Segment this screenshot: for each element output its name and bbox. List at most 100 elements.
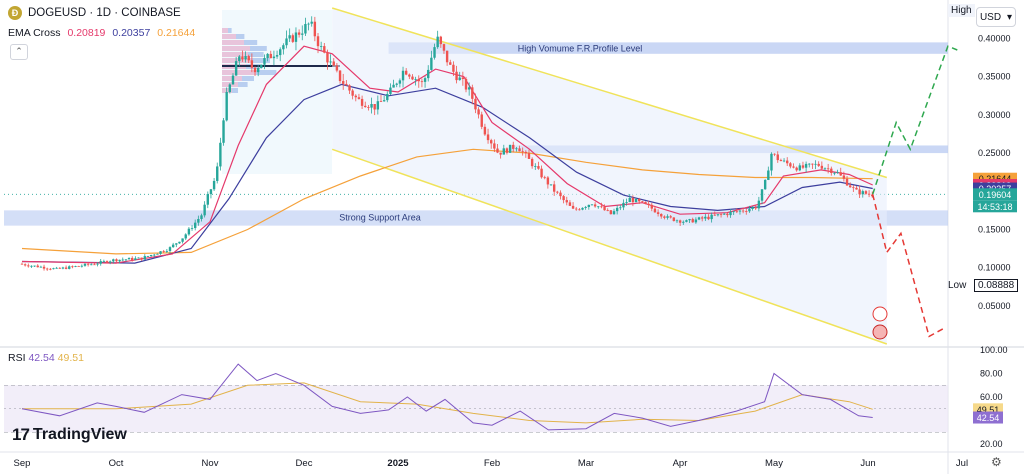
tradingview-logo[interactable]: 17 TradingView — [12, 425, 127, 445]
candle-body — [404, 70, 408, 75]
candle-body — [153, 254, 156, 256]
candle-body — [691, 219, 694, 223]
candle-body — [848, 185, 852, 188]
price-tag-label: 0.19604 — [979, 190, 1012, 200]
rsi-tag-bg — [973, 411, 1003, 424]
candle-body — [710, 214, 713, 220]
candle-body — [108, 261, 112, 263]
price-tag-label: 14:53:18 — [977, 202, 1012, 212]
price-tag-bg — [973, 200, 1017, 213]
candle-body — [234, 61, 238, 76]
candle-body — [442, 44, 446, 51]
rsi-tag-label: 49.51 — [977, 405, 1000, 415]
symbol-line: DOGEUSD · 1D · COINBASE — [28, 7, 181, 19]
low-label: Low — [948, 280, 967, 291]
candle-body — [726, 213, 729, 216]
ema-fast-value: 0.20819 — [67, 27, 106, 39]
symbol-header[interactable]: Ð DOGEUSD · 1D · COINBASE — [8, 6, 181, 20]
candle-body — [420, 81, 424, 83]
candle-body — [45, 268, 49, 270]
candle-body — [798, 165, 802, 171]
candle-body — [515, 148, 518, 150]
candle-body — [127, 257, 131, 260]
rsi-tag-label: 42.54 — [977, 413, 1000, 423]
candle-body — [118, 259, 121, 262]
candle-body — [134, 258, 137, 260]
candle-body — [804, 163, 808, 168]
candle-body — [789, 163, 792, 167]
candle-body — [146, 256, 150, 257]
candle-body — [546, 177, 550, 185]
candle-body — [80, 265, 84, 267]
candle-body — [219, 142, 222, 167]
candle-body — [644, 201, 647, 204]
ema-legend[interactable]: EMA Cross 0.20819 0.20357 0.21644 — [8, 27, 199, 39]
rsi-ma-line — [22, 382, 873, 424]
candle-body — [247, 56, 250, 61]
candle-body — [477, 109, 480, 115]
candle-body — [474, 98, 477, 110]
candle-body — [527, 153, 531, 159]
candle-body — [68, 266, 71, 269]
bearish-projection — [871, 194, 944, 338]
candle-body — [704, 216, 707, 219]
candle-body — [584, 207, 587, 208]
time-tick-label: Nov — [202, 458, 219, 469]
candle-body — [357, 97, 361, 99]
candle-body — [414, 79, 417, 80]
candle-body — [760, 189, 764, 201]
candle-body — [55, 267, 58, 269]
candle-body — [398, 80, 402, 84]
candle-body — [593, 204, 597, 207]
candle-body — [628, 197, 631, 203]
candle-body — [464, 78, 468, 90]
candle-body — [486, 134, 490, 141]
rsi-value: 42.54 — [28, 352, 55, 364]
candle-body — [786, 160, 789, 164]
candle-body — [779, 160, 783, 162]
candle-body — [590, 204, 594, 206]
candle-body — [571, 205, 575, 209]
candle-body — [102, 261, 106, 262]
candle-body — [96, 263, 99, 265]
price-tick-label: 0.30000 — [978, 110, 1011, 120]
candle-body — [537, 166, 540, 169]
gear-icon[interactable]: ⚙ — [991, 455, 1002, 469]
rsi-label: RSI — [8, 352, 26, 364]
time-tick-label: Mar — [578, 458, 594, 469]
candle-body — [93, 264, 96, 266]
rsi-legend[interactable]: RSI 42.54 49.51 — [8, 352, 84, 364]
candle-body — [483, 126, 487, 135]
candle-body — [181, 238, 184, 242]
candle-body — [864, 191, 868, 194]
candle-body — [855, 187, 858, 190]
collapse-legend-button[interactable]: ⌃ — [10, 44, 28, 60]
candle-body — [124, 259, 128, 261]
candle-body — [294, 32, 298, 42]
candle-body — [480, 114, 483, 127]
candle-body — [559, 192, 562, 197]
dogecoin-icon: Ð — [8, 6, 22, 20]
candle-body — [266, 53, 269, 59]
candle-body — [319, 46, 323, 47]
tv-mark-icon: 17 — [12, 425, 30, 444]
candle-body — [830, 168, 833, 174]
candle-body — [600, 206, 603, 208]
candle-body — [131, 257, 134, 260]
candle-body — [190, 228, 194, 229]
candle-body — [811, 163, 814, 165]
candle-body — [445, 50, 449, 63]
candle-body — [370, 104, 373, 108]
resistance-zone — [388, 42, 949, 54]
candle-body — [861, 191, 864, 195]
candle-body — [430, 57, 433, 70]
candle-body — [748, 208, 751, 212]
candle-body — [433, 47, 436, 58]
candle-body — [650, 204, 653, 209]
candle-body — [817, 163, 820, 166]
time-tick-label: 2025 — [387, 458, 409, 469]
candle-body — [332, 61, 335, 66]
candle-body — [716, 214, 720, 216]
currency-selector[interactable]: USD ▾ — [976, 7, 1016, 27]
